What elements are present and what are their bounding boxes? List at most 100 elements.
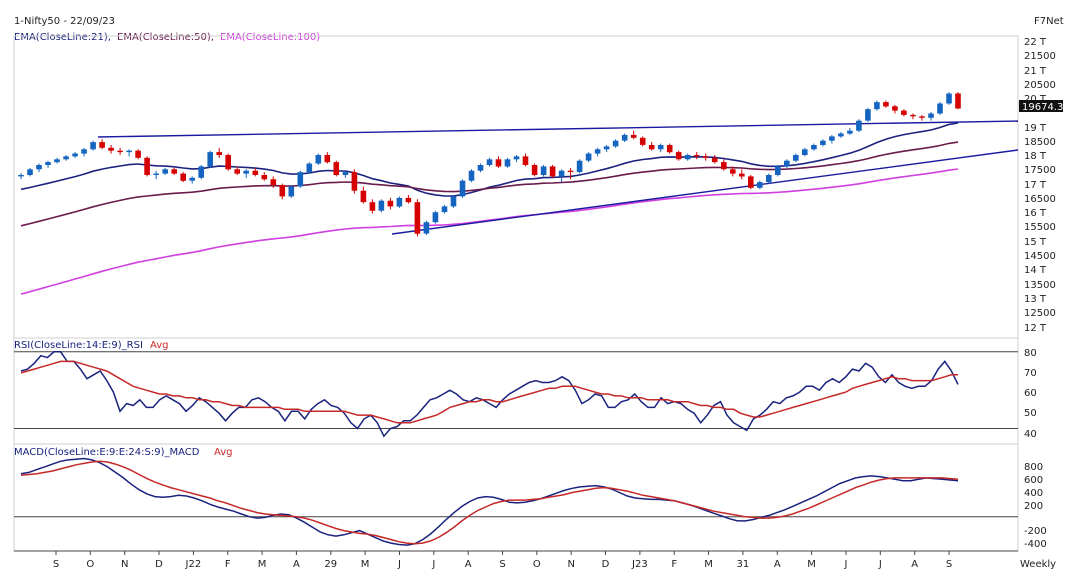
candle-body: [693, 155, 700, 157]
candle-body: [351, 172, 358, 191]
candle-body: [585, 153, 592, 161]
x-axis-labels: S O N D J22 F M A 29 M J J A S O N D J23 F M 31 A M J J A S: [53, 551, 952, 570]
candle-body: [81, 149, 87, 154]
candle-body: [450, 196, 457, 207]
price-tick: 19 T: [1024, 123, 1047, 134]
candle-body: [955, 93, 961, 109]
candle-body: [919, 116, 925, 118]
candle-body: [549, 166, 556, 177]
x-tick-label: J: [878, 559, 882, 570]
candle-body: [108, 147, 114, 151]
candle-body: [468, 170, 475, 181]
candle-body: [504, 159, 511, 167]
candle-body: [648, 145, 655, 150]
candle-body: [495, 159, 502, 167]
rsi-series-layer: [14, 351, 1018, 438]
candle-body: [252, 170, 259, 175]
last-price-tag: 19674.3: [1022, 102, 1063, 113]
candle-body: [829, 136, 835, 141]
price-tick: 14 T: [1024, 265, 1047, 276]
x-tick-label: N: [121, 559, 128, 570]
x-tick-label: S: [946, 559, 952, 570]
candle-body: [522, 156, 529, 165]
candle-body: [711, 157, 718, 163]
candle-body: [594, 149, 601, 154]
candle-body: [684, 155, 691, 160]
x-tick-label: J: [844, 559, 848, 570]
candle-body: [126, 150, 132, 153]
candle-body: [558, 170, 565, 177]
x-tick-label: N: [567, 559, 574, 570]
x-tick-label: A: [911, 559, 918, 570]
candle-body: [153, 173, 159, 175]
macd-tick: 200: [1024, 501, 1043, 512]
candle-body: [865, 109, 871, 121]
candle-body: [234, 169, 240, 174]
candle-body: [288, 186, 295, 197]
candle-body: [874, 102, 880, 110]
price-series-layer: [18, 92, 1019, 295]
price-tick: 21 T: [1024, 66, 1047, 77]
candle-body: [603, 146, 610, 150]
candle-body: [459, 180, 466, 197]
candle-body: [757, 182, 763, 188]
x-tick-label: 29: [324, 559, 337, 570]
candle-body: [333, 162, 340, 175]
rsi-tick: 80: [1024, 348, 1037, 359]
x-tick-label: M: [807, 559, 816, 570]
candle-body: [612, 140, 619, 147]
macd-series-layer: [14, 457, 1018, 546]
candle-body: [946, 93, 952, 104]
candle-body: [621, 134, 628, 141]
candle-body: [414, 202, 421, 234]
x-tick-label: M: [258, 559, 267, 570]
timeframe-label: Weekly: [1020, 559, 1056, 570]
macd-avg-line: [20, 460, 959, 545]
candle-body: [216, 152, 222, 155]
x-tick-label: A: [293, 559, 300, 570]
candle-body: [405, 197, 412, 203]
macd-tick: 600: [1024, 475, 1043, 486]
rsi-tick: 40: [1024, 429, 1037, 440]
x-tick-label: A: [465, 559, 472, 570]
price-tick: 15500: [1024, 222, 1056, 233]
candle-body: [856, 120, 862, 131]
macd-tick: -200: [1024, 526, 1047, 537]
candle-body: [675, 152, 682, 160]
x-tick-label: A: [774, 559, 781, 570]
candle-body: [739, 173, 745, 177]
price-tick: 13500: [1024, 280, 1056, 291]
candle-body: [766, 175, 772, 183]
candle-body: [892, 106, 898, 111]
candle-body: [162, 169, 168, 174]
candle-body: [369, 202, 376, 211]
candle-body: [306, 163, 313, 173]
candle-body: [207, 152, 213, 167]
candle-body: [811, 145, 817, 150]
last-price-tag-bg: [1019, 100, 1063, 112]
price-tick: 16 T: [1024, 208, 1047, 219]
price-tick: 14500: [1024, 251, 1056, 262]
candle-body: [847, 130, 853, 134]
candle-body: [531, 165, 538, 175]
x-tick-label: D: [155, 559, 163, 570]
x-tick-label: O: [86, 559, 94, 570]
candle-body: [513, 156, 520, 160]
legend-ema21: EMA(CloseLine:21),: [14, 32, 111, 43]
candle-body: [90, 142, 96, 150]
x-tick-label: J23: [631, 559, 648, 570]
candle-body: [36, 165, 42, 170]
candle-body: [279, 185, 286, 197]
candle-body: [324, 155, 331, 163]
candle-body: [477, 165, 484, 171]
candle-body: [180, 173, 186, 181]
candle-body: [72, 153, 78, 157]
price-tick: 20 T: [1024, 94, 1047, 105]
candle-body: [387, 200, 394, 207]
x-tick-label: M: [704, 559, 713, 570]
price-tick: 12500: [1024, 308, 1056, 319]
candle-body: [378, 200, 385, 211]
rsi-y-axis: 80 70 60 50 40: [1024, 348, 1037, 440]
price-tick: 12 T: [1024, 323, 1047, 334]
candle-body: [838, 133, 844, 137]
